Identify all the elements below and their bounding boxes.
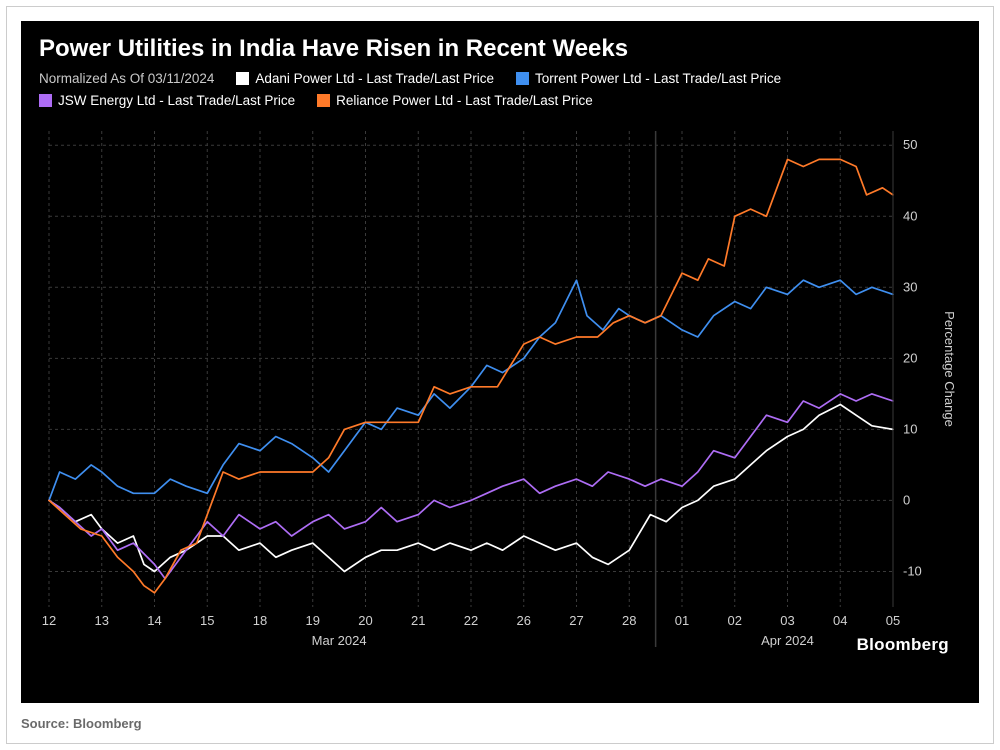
chart-container: Power Utilities in India Have Risen in R… — [6, 6, 994, 744]
brand-logo: Bloomberg — [857, 635, 949, 655]
svg-text:12: 12 — [42, 613, 56, 628]
legend-row-1: Normalized As Of 03/11/2024 Adani Power … — [21, 67, 979, 89]
chart-svg: -10 0 10 20 30 40 50 12 13 14 15 18 19 20 21 22 26 27 28 01… — [39, 123, 957, 661]
legend-label: JSW Energy Ltd - Last Trade/Last Price — [58, 91, 295, 111]
normalized-label: Normalized As Of 03/11/2024 — [39, 69, 214, 89]
svg-text:01: 01 — [675, 613, 689, 628]
svg-text:-10: -10 — [903, 563, 922, 578]
svg-text:30: 30 — [903, 279, 917, 294]
svg-text:28: 28 — [622, 613, 636, 628]
svg-text:40: 40 — [903, 208, 917, 223]
source-label: Source: Bloomberg — [21, 716, 142, 731]
svg-text:13: 13 — [95, 613, 109, 628]
svg-text:20: 20 — [358, 613, 372, 628]
svg-text:02: 02 — [728, 613, 742, 628]
svg-text:18: 18 — [253, 613, 267, 628]
svg-text:27: 27 — [569, 613, 583, 628]
svg-text:Percentage Change: Percentage Change — [942, 311, 957, 427]
chart-card: Power Utilities in India Have Risen in R… — [21, 21, 979, 703]
legend-item-jsw: JSW Energy Ltd - Last Trade/Last Price — [39, 91, 295, 111]
svg-text:50: 50 — [903, 137, 917, 152]
svg-text:03: 03 — [780, 613, 794, 628]
plot-area: -10 0 10 20 30 40 50 12 13 14 15 18 19 20 21 22 26 27 28 01… — [39, 123, 957, 661]
svg-text:20: 20 — [903, 350, 917, 365]
svg-text:14: 14 — [147, 613, 161, 628]
svg-text:Apr 2024: Apr 2024 — [761, 633, 814, 648]
svg-text:05: 05 — [886, 613, 900, 628]
svg-text:26: 26 — [517, 613, 531, 628]
legend-row-2: JSW Energy Ltd - Last Trade/Last Price R… — [21, 89, 979, 111]
svg-text:15: 15 — [200, 613, 214, 628]
svg-text:19: 19 — [306, 613, 320, 628]
legend-item-torrent: Torrent Power Ltd - Last Trade/Last Pric… — [516, 69, 781, 89]
legend-item-adani: Adani Power Ltd - Last Trade/Last Price — [236, 69, 494, 89]
svg-text:0: 0 — [903, 492, 910, 507]
swatch-torrent — [516, 72, 529, 85]
svg-text:Mar 2024: Mar 2024 — [312, 633, 367, 648]
legend-label: Adani Power Ltd - Last Trade/Last Price — [255, 69, 494, 89]
svg-text:04: 04 — [833, 613, 847, 628]
svg-text:21: 21 — [411, 613, 425, 628]
svg-text:10: 10 — [903, 421, 917, 436]
legend-item-reliance: Reliance Power Ltd - Last Trade/Last Pri… — [317, 91, 593, 111]
swatch-reliance — [317, 94, 330, 107]
legend-label: Torrent Power Ltd - Last Trade/Last Pric… — [535, 69, 781, 89]
swatch-adani — [236, 72, 249, 85]
chart-title: Power Utilities in India Have Risen in R… — [21, 21, 979, 67]
legend-label: Reliance Power Ltd - Last Trade/Last Pri… — [336, 91, 593, 111]
svg-text:22: 22 — [464, 613, 478, 628]
swatch-jsw — [39, 94, 52, 107]
